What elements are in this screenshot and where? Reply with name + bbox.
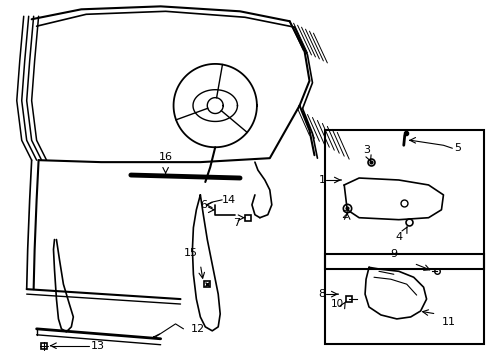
Text: 14: 14 bbox=[222, 195, 236, 205]
Bar bbox=[325, 255, 483, 344]
Text: 8: 8 bbox=[318, 289, 325, 299]
Text: 7: 7 bbox=[233, 218, 240, 228]
Text: 12: 12 bbox=[190, 324, 204, 334]
Text: 6: 6 bbox=[200, 200, 207, 210]
Bar bbox=[325, 130, 483, 269]
Text: 1: 1 bbox=[318, 175, 325, 185]
Text: 3: 3 bbox=[363, 145, 370, 155]
Text: 16: 16 bbox=[158, 152, 172, 162]
Text: 4: 4 bbox=[394, 231, 402, 242]
Text: 10: 10 bbox=[330, 299, 343, 309]
Text: 5: 5 bbox=[453, 143, 460, 153]
Text: 15: 15 bbox=[183, 248, 197, 258]
Text: 9: 9 bbox=[389, 249, 397, 260]
Text: 13: 13 bbox=[91, 341, 105, 351]
Text: 11: 11 bbox=[441, 317, 454, 327]
Text: 2: 2 bbox=[340, 210, 347, 220]
